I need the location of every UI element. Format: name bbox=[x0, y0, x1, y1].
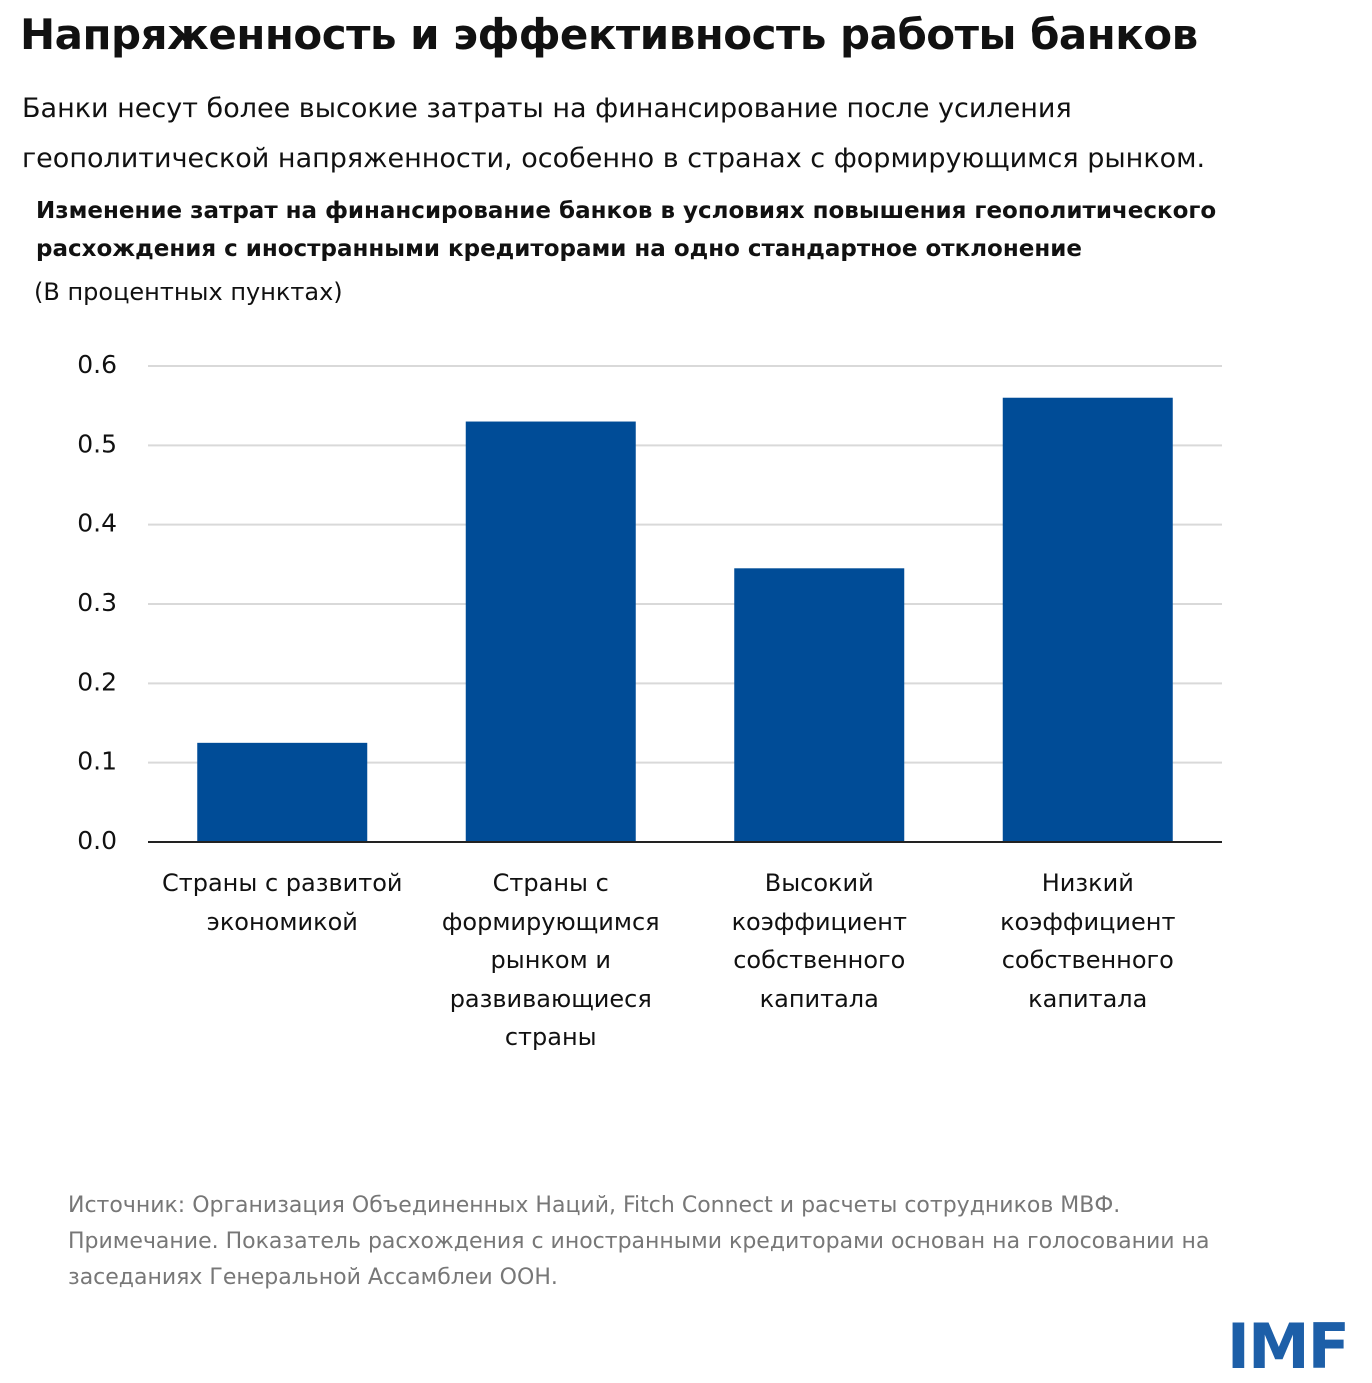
bar bbox=[734, 568, 905, 842]
note: Примечание. Показатель расхождения с ино… bbox=[68, 1229, 1210, 1290]
y-tick-label: 0.5 bbox=[77, 429, 117, 458]
x-tick-label: Низкий коэффициент собственного капитала bbox=[1000, 869, 1176, 1013]
unit-label: (В процентных пунктах) bbox=[34, 278, 343, 306]
bar bbox=[1002, 397, 1173, 842]
x-tick-label: Страны с формирующимся рынком и развиваю… bbox=[441, 869, 660, 1051]
x-tick-label: Страны с развитой экономикой bbox=[162, 869, 403, 936]
y-tick-label: 0.6 bbox=[77, 350, 117, 379]
y-tick-label: 0.4 bbox=[77, 509, 117, 538]
chart-title: Изменение затрат на финансирование банко… bbox=[36, 198, 1217, 262]
y-tick-label: 0.1 bbox=[77, 747, 117, 776]
logo: IMF bbox=[1226, 1310, 1350, 1383]
bar bbox=[465, 421, 636, 842]
x-tick-label: Высокий коэффициент собственного капитал… bbox=[731, 869, 907, 1013]
subtitle: Банки несут более высокие затраты на фин… bbox=[22, 93, 1206, 174]
bar bbox=[197, 742, 368, 842]
y-tick-label: 0.2 bbox=[77, 667, 117, 696]
source: Источник: Организация Объединенных Наций… bbox=[68, 1193, 1121, 1218]
y-tick-label: 0.3 bbox=[77, 588, 117, 617]
y-tick-label: 0.0 bbox=[77, 826, 117, 855]
title: Напряженность и эффективность работы бан… bbox=[20, 10, 1198, 59]
